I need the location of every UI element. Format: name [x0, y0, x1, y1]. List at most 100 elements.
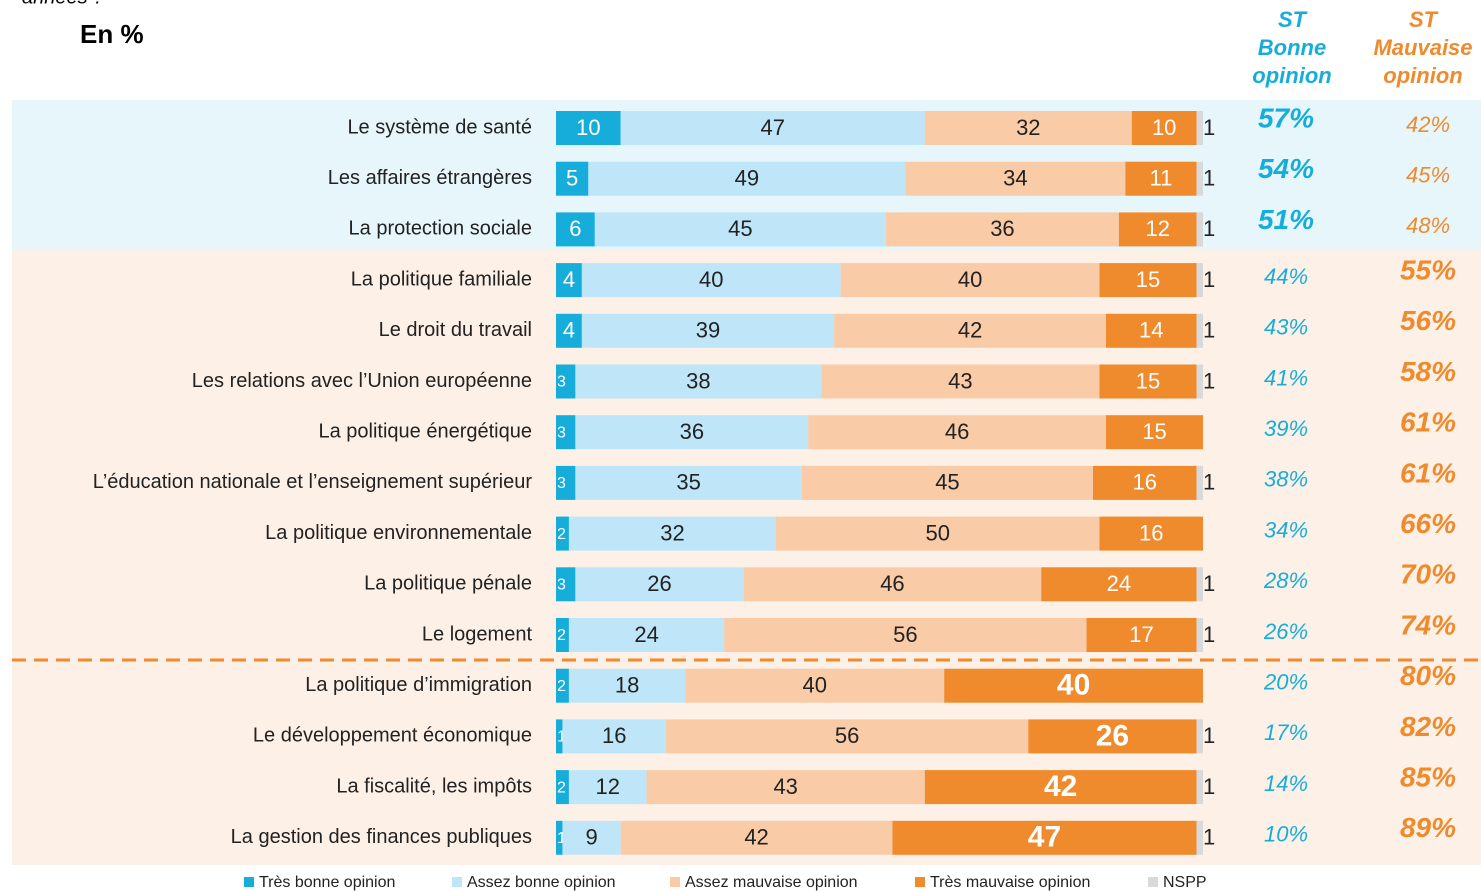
st-value: 43% — [1264, 315, 1308, 340]
value-label: 38 — [686, 368, 710, 393]
category-label: Les affaires étrangères — [328, 167, 532, 189]
legend-label: Très mauvaise opinion — [930, 874, 1090, 891]
value-label: 1 — [1203, 825, 1215, 850]
value-label: 56 — [835, 723, 859, 748]
st-value: 45% — [1406, 163, 1450, 188]
bar-segment — [575, 415, 809, 450]
bar-segment — [924, 770, 1197, 805]
value-label: 24 — [1107, 571, 1131, 596]
st-value: 74% — [1400, 609, 1456, 640]
bar-segment — [1196, 313, 1203, 348]
bar-segment — [665, 719, 1029, 754]
legend-label: NSPP — [1163, 874, 1207, 891]
value-label: 1 — [1203, 216, 1215, 241]
st-value: 17% — [1264, 720, 1308, 745]
value-label: 32 — [660, 520, 684, 545]
value-label: 15 — [1142, 419, 1166, 444]
value-label: 3 — [557, 475, 566, 492]
value-label: 45 — [935, 470, 959, 495]
value-label: 40 — [803, 673, 827, 698]
st-value: 56% — [1400, 305, 1456, 336]
value-label: 12 — [1145, 216, 1169, 241]
value-label: 1 — [1203, 318, 1215, 343]
st-value: 38% — [1264, 467, 1308, 492]
bar-segment — [724, 618, 1087, 652]
legend-swatch — [915, 877, 925, 887]
value-label: 1 — [1203, 470, 1215, 495]
value-label: 1 — [557, 729, 566, 746]
bar-segment — [575, 364, 822, 399]
bar-segment — [821, 364, 1100, 399]
value-label: 10 — [576, 115, 600, 140]
bar-segment — [1118, 212, 1197, 247]
value-label: 3 — [557, 424, 566, 441]
bar-segment — [1099, 364, 1197, 399]
bar-segment — [568, 770, 647, 805]
category-label: La fiscalité, les impôts — [336, 775, 532, 797]
legend-swatch — [670, 877, 680, 887]
bar-segment — [885, 212, 1119, 247]
bar-segment — [1196, 263, 1203, 298]
value-label: 43 — [948, 368, 972, 393]
bar-segment — [556, 820, 563, 855]
bar-segment — [556, 618, 569, 652]
value-label: 16 — [602, 723, 626, 748]
bar-segment — [556, 111, 621, 145]
value-label: 47 — [1028, 821, 1061, 854]
value-label: 26 — [647, 571, 671, 596]
category-label: L’éducation nationale et l’enseignement … — [93, 471, 533, 493]
value-label: 46 — [945, 419, 969, 444]
value-label: 42 — [1044, 770, 1077, 803]
bar-segment — [556, 567, 576, 602]
bar-segment — [556, 465, 576, 500]
value-label: 39 — [696, 318, 720, 343]
st-value: 41% — [1264, 365, 1308, 390]
st-value: 58% — [1400, 356, 1456, 387]
bar-segment — [1105, 313, 1197, 348]
st-value: 10% — [1264, 822, 1308, 847]
st-value: 20% — [1263, 670, 1308, 695]
category-label: Le développement économique — [253, 725, 532, 747]
category-label: Le logement — [422, 623, 533, 645]
bar-segment — [685, 668, 945, 703]
value-label: 45 — [728, 216, 752, 241]
bar-segment — [1196, 618, 1203, 652]
value-label: 1 — [557, 830, 566, 847]
category-label: Le droit du travail — [379, 319, 532, 341]
bar-segment — [1196, 820, 1203, 855]
bar-segment — [556, 364, 576, 399]
st-value: 82% — [1400, 711, 1456, 742]
bar-segment — [556, 770, 569, 805]
category-label: La politique familiale — [351, 268, 532, 290]
bar-segment — [594, 212, 886, 247]
st-value: 42% — [1406, 112, 1450, 137]
bar-segment — [1196, 111, 1203, 145]
bar-segment — [568, 516, 776, 551]
bottom-band — [12, 250, 1481, 865]
value-label: 34 — [1003, 166, 1027, 191]
value-label: 40 — [699, 267, 723, 292]
st-header: Bonne — [1258, 35, 1326, 60]
value-label: 49 — [735, 166, 759, 191]
bar-segment — [775, 516, 1100, 551]
bar-segment — [562, 820, 621, 855]
legend-swatch — [452, 877, 462, 887]
bar-segment — [620, 111, 925, 145]
chart-title: En % — [80, 19, 144, 49]
value-label: 6 — [569, 216, 581, 241]
value-label: 16 — [1139, 520, 1163, 545]
value-label: 36 — [680, 419, 704, 444]
value-label: 56 — [893, 622, 917, 647]
category-label: La politique d’immigration — [305, 674, 532, 696]
bar-segment — [568, 618, 725, 652]
bar-segment — [1196, 364, 1203, 399]
bar-segment — [562, 719, 666, 754]
category-label: Le système de santé — [347, 116, 532, 138]
bar-segment — [556, 415, 576, 450]
bar-segment — [620, 820, 893, 855]
value-label: 2 — [557, 779, 566, 796]
bar-segment — [581, 313, 835, 348]
st-header: opinion — [1383, 63, 1462, 88]
category-label: La politique énergétique — [318, 420, 532, 442]
